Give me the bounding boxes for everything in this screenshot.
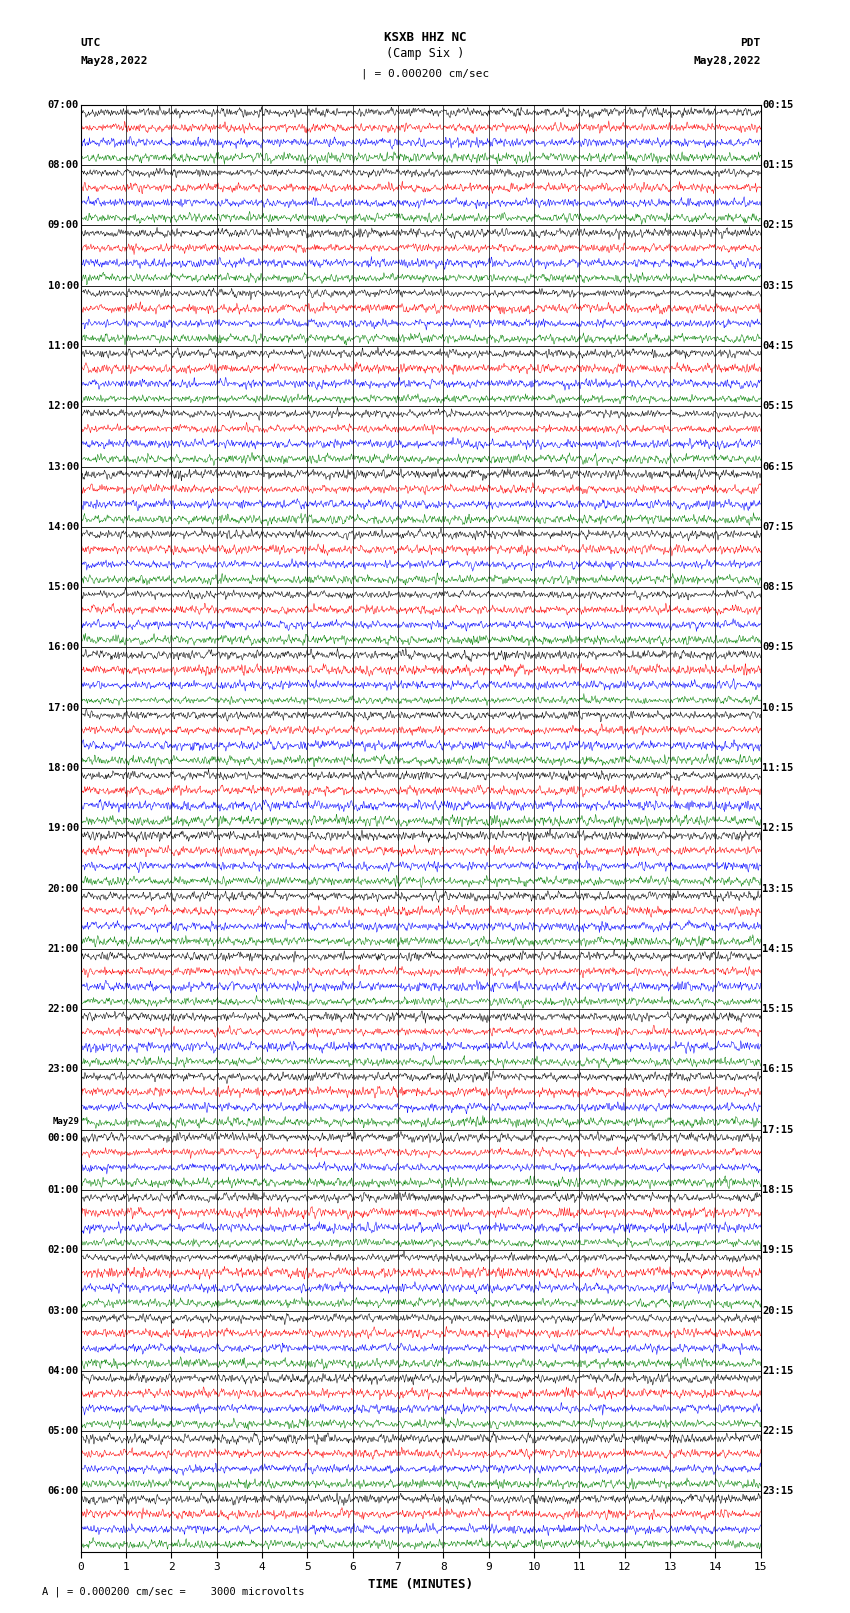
- Text: 17:15: 17:15: [762, 1124, 794, 1134]
- Text: 03:00: 03:00: [48, 1305, 79, 1316]
- Text: 23:15: 23:15: [762, 1487, 794, 1497]
- Text: 02:00: 02:00: [48, 1245, 79, 1255]
- Text: 06:15: 06:15: [762, 461, 794, 471]
- Text: 17:00: 17:00: [48, 703, 79, 713]
- Text: 19:00: 19:00: [48, 823, 79, 834]
- Text: 21:15: 21:15: [762, 1366, 794, 1376]
- Text: 16:15: 16:15: [762, 1065, 794, 1074]
- Text: 01:00: 01:00: [48, 1186, 79, 1195]
- Text: 15:00: 15:00: [48, 582, 79, 592]
- Text: 13:00: 13:00: [48, 461, 79, 471]
- Text: 20:15: 20:15: [762, 1305, 794, 1316]
- Text: 02:15: 02:15: [762, 221, 794, 231]
- Text: (Camp Six ): (Camp Six ): [386, 47, 464, 60]
- Text: 07:15: 07:15: [762, 523, 794, 532]
- Text: | = 0.000200 cm/sec: | = 0.000200 cm/sec: [361, 68, 489, 79]
- Text: 21:00: 21:00: [48, 944, 79, 953]
- Text: A | = 0.000200 cm/sec =    3000 microvolts: A | = 0.000200 cm/sec = 3000 microvolts: [42, 1586, 305, 1597]
- Text: 08:15: 08:15: [762, 582, 794, 592]
- Text: KSXB HHZ NC: KSXB HHZ NC: [383, 31, 467, 44]
- Text: 09:15: 09:15: [762, 642, 794, 652]
- Text: 06:00: 06:00: [48, 1487, 79, 1497]
- Text: 07:00: 07:00: [48, 100, 79, 110]
- Text: 09:00: 09:00: [48, 221, 79, 231]
- Text: 22:00: 22:00: [48, 1005, 79, 1015]
- Text: 18:15: 18:15: [762, 1186, 794, 1195]
- Text: PDT: PDT: [740, 39, 761, 48]
- Text: 05:15: 05:15: [762, 402, 794, 411]
- Text: 13:15: 13:15: [762, 884, 794, 894]
- X-axis label: TIME (MINUTES): TIME (MINUTES): [368, 1578, 473, 1590]
- Text: 00:00: 00:00: [48, 1132, 79, 1144]
- Text: 11:00: 11:00: [48, 340, 79, 352]
- Text: May28,2022: May28,2022: [694, 56, 761, 66]
- Text: 23:00: 23:00: [48, 1065, 79, 1074]
- Text: 20:00: 20:00: [48, 884, 79, 894]
- Text: 12:15: 12:15: [762, 823, 794, 834]
- Text: 15:15: 15:15: [762, 1005, 794, 1015]
- Text: 01:15: 01:15: [762, 160, 794, 169]
- Text: 14:15: 14:15: [762, 944, 794, 953]
- Text: 10:00: 10:00: [48, 281, 79, 290]
- Text: 12:00: 12:00: [48, 402, 79, 411]
- Text: May29: May29: [52, 1118, 79, 1126]
- Text: UTC: UTC: [81, 39, 101, 48]
- Text: 18:00: 18:00: [48, 763, 79, 773]
- Text: 10:15: 10:15: [762, 703, 794, 713]
- Text: 14:00: 14:00: [48, 523, 79, 532]
- Text: 03:15: 03:15: [762, 281, 794, 290]
- Text: May28,2022: May28,2022: [81, 56, 148, 66]
- Text: 19:15: 19:15: [762, 1245, 794, 1255]
- Text: 05:00: 05:00: [48, 1426, 79, 1436]
- Text: 11:15: 11:15: [762, 763, 794, 773]
- Text: 04:15: 04:15: [762, 340, 794, 352]
- Text: 16:00: 16:00: [48, 642, 79, 652]
- Text: 00:15: 00:15: [762, 100, 794, 110]
- Text: 22:15: 22:15: [762, 1426, 794, 1436]
- Text: 08:00: 08:00: [48, 160, 79, 169]
- Text: 04:00: 04:00: [48, 1366, 79, 1376]
